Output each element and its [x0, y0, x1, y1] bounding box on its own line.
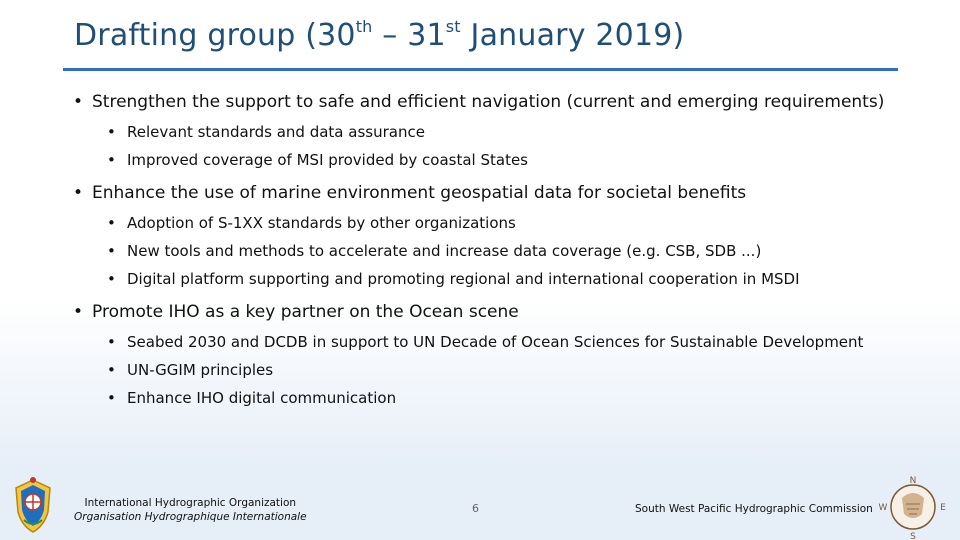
title-sup-1: th	[355, 17, 373, 36]
sub-bullet: Seabed 2030 and DCDB in support to UN De…	[70, 328, 910, 356]
sub-bullet: Adoption of S-1XX standards by other org…	[70, 209, 910, 237]
bullet-2: Enhance the use of marine environment ge…	[70, 182, 910, 205]
title-text-2: – 31	[372, 18, 446, 53]
compass-east: E	[940, 503, 946, 513]
bullet-3: Promote IHO as a key partner on the Ocea…	[70, 301, 910, 324]
sub-bullet: Enhance IHO digital communication	[70, 384, 910, 412]
org-name-en: International Hydrographic Organization	[84, 497, 297, 509]
org-name-fr: Organisation Hydrographique Internationa…	[74, 511, 307, 523]
bullet-list: Strengthen the support to safe and effic…	[70, 88, 910, 420]
page-number: 6	[472, 502, 479, 515]
organization-name: International Hydrographic Organization …	[74, 496, 307, 524]
compass-south: S	[910, 532, 916, 540]
commission-name: South West Pacific Hydrographic Commissi…	[635, 503, 873, 515]
sub-bullets-3: Seabed 2030 and DCDB in support to UN De…	[70, 328, 910, 412]
compass-north: N	[910, 476, 917, 486]
title-text-1: Drafting group (30	[74, 18, 356, 53]
sub-bullet: UN-GGIM principles	[70, 356, 910, 384]
sub-bullet: Relevant standards and data assurance	[70, 118, 910, 146]
sub-bullet: Improved coverage of MSI provided by coa…	[70, 146, 910, 174]
title-sup-2: st	[445, 17, 461, 36]
slide-footer: International Hydrographic Organization …	[0, 472, 960, 540]
sub-bullets-2: Adoption of S-1XX standards by other org…	[70, 209, 910, 293]
title-underline	[63, 68, 898, 71]
slide-title: Drafting group (30th – 31st January 2019…	[74, 17, 685, 53]
sub-bullet: New tools and methods to accelerate and …	[70, 237, 910, 265]
swphc-compass-logo: N S E W	[879, 476, 947, 540]
title-text-3: January 2019)	[460, 18, 685, 53]
iho-emblem-logo	[15, 477, 51, 533]
compass-west: W	[879, 503, 888, 513]
bullet-1: Strengthen the support to safe and effic…	[70, 91, 910, 114]
sub-bullet: Digital platform supporting and promotin…	[70, 265, 910, 293]
sub-bullets-1: Relevant standards and data assurance Im…	[70, 118, 910, 174]
